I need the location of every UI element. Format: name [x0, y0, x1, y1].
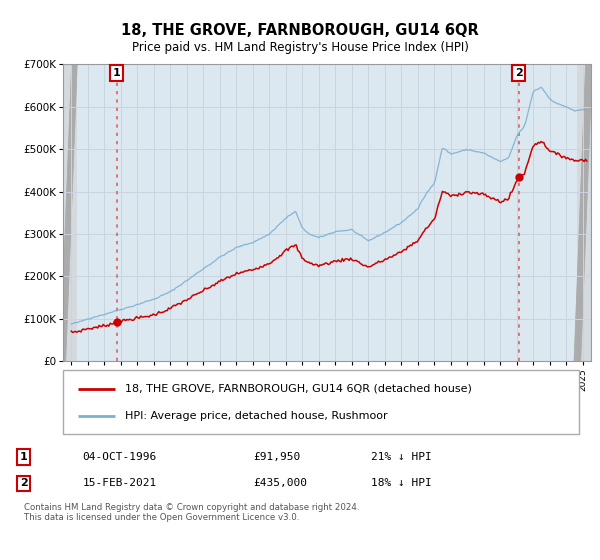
Text: Price paid vs. HM Land Registry's House Price Index (HPI): Price paid vs. HM Land Registry's House … [131, 41, 469, 54]
Text: 04-OCT-1996: 04-OCT-1996 [82, 452, 157, 462]
Text: 2: 2 [515, 68, 523, 78]
Text: HPI: Average price, detached house, Rushmoor: HPI: Average price, detached house, Rush… [125, 411, 388, 421]
Text: 21% ↓ HPI: 21% ↓ HPI [371, 452, 431, 462]
Text: 15-FEB-2021: 15-FEB-2021 [82, 478, 157, 488]
Bar [577, 64, 591, 361]
Text: 18, THE GROVE, FARNBOROUGH, GU14 6QR (detached house): 18, THE GROVE, FARNBOROUGH, GU14 6QR (de… [125, 384, 472, 394]
Text: £91,950: £91,950 [253, 452, 300, 462]
Text: £435,000: £435,000 [253, 478, 307, 488]
Text: 18, THE GROVE, FARNBOROUGH, GU14 6QR: 18, THE GROVE, FARNBOROUGH, GU14 6QR [121, 24, 479, 38]
Text: 1: 1 [113, 68, 121, 78]
Bar [63, 64, 77, 361]
FancyBboxPatch shape [63, 370, 579, 434]
Text: 18% ↓ HPI: 18% ↓ HPI [371, 478, 431, 488]
Text: 2: 2 [20, 478, 28, 488]
Text: 1: 1 [20, 452, 28, 462]
Text: Contains HM Land Registry data © Crown copyright and database right 2024.
This d: Contains HM Land Registry data © Crown c… [23, 503, 359, 522]
